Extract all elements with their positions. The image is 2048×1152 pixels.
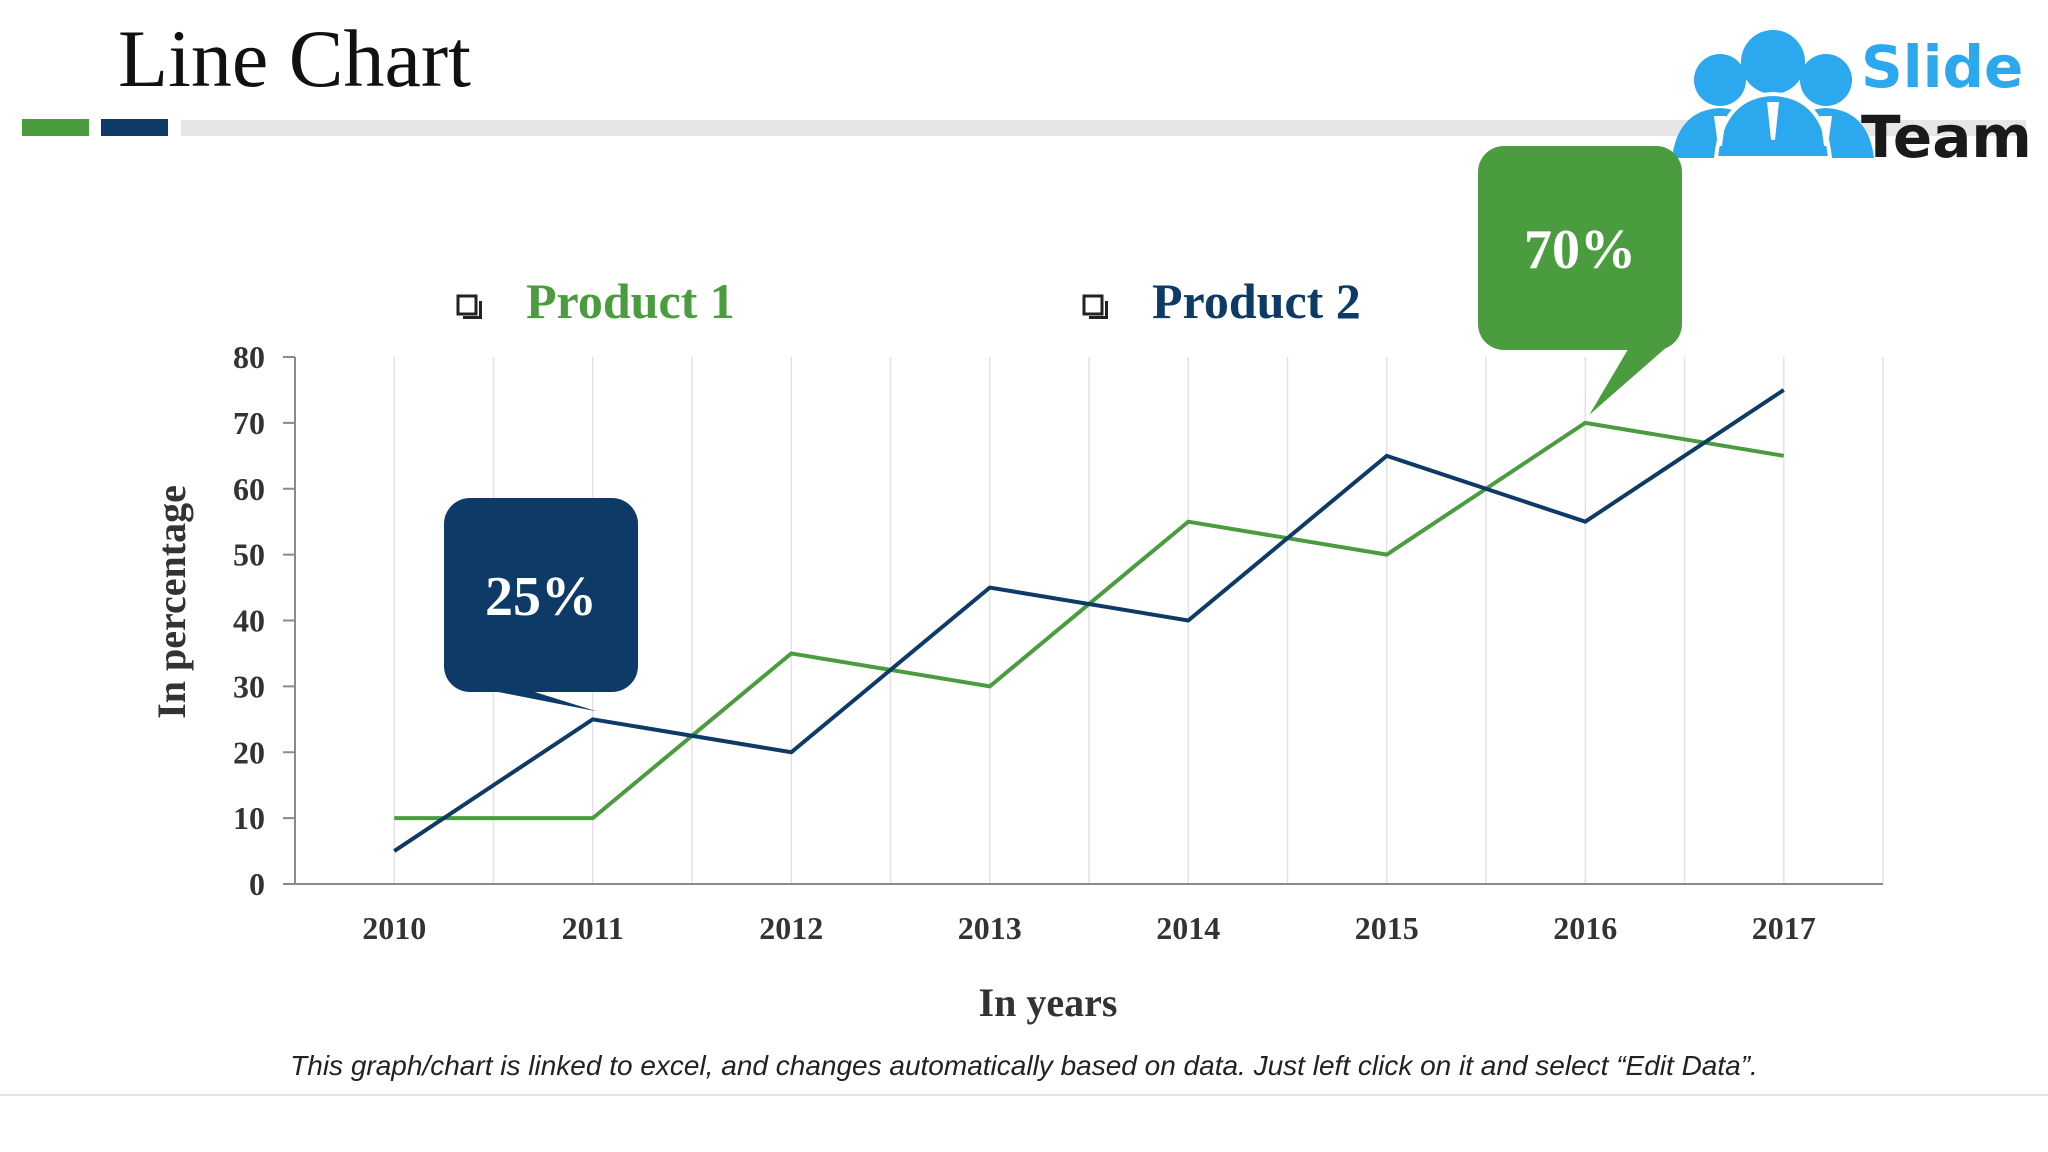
chart-series — [393, 388, 1785, 853]
accent-bar-green — [22, 119, 89, 136]
y-tick-label: 20 — [233, 734, 265, 770]
y-tick-label: 70 — [233, 405, 265, 441]
series-line-product-2 — [393, 388, 1785, 853]
legend-marker-product-2 — [1082, 294, 1104, 316]
callout-box — [444, 498, 638, 692]
x-axis-title: In years — [979, 980, 1118, 1025]
y-tick-label: 30 — [233, 668, 265, 704]
x-tick-label: 2010 — [362, 910, 426, 946]
legend-marker-shadow — [479, 301, 482, 319]
legend-marker-shadow — [1089, 316, 1107, 319]
accent-bar-blue — [101, 119, 168, 136]
footer-divider — [0, 1094, 2048, 1096]
logo-text-team: Team — [1861, 103, 2032, 171]
footnote: This graph/chart is linked to excel, and… — [290, 1050, 1758, 1081]
legend-label-product-2: Product 2 — [1152, 273, 1361, 329]
callout-pointer — [1589, 346, 1668, 415]
team-people-icon — [1672, 30, 1874, 160]
y-tick-label: 80 — [233, 339, 265, 375]
legend-marker-shadow — [1105, 301, 1108, 319]
y-axis-title: In percentage — [149, 485, 194, 719]
callout-label: 70% — [1524, 219, 1636, 281]
logo-text-slide: Slide — [1861, 33, 2024, 101]
slide-title: Line Chart — [118, 13, 471, 104]
x-tick-label: 2013 — [958, 910, 1022, 946]
chart-annotations: 70% 25% — [444, 146, 1682, 712]
x-tick-label: 2016 — [1553, 910, 1617, 946]
x-tick-label: 2015 — [1355, 910, 1419, 946]
callout-label: 25% — [485, 566, 597, 628]
legend-marker-product-1 — [456, 294, 478, 316]
y-tick-label: 10 — [233, 800, 265, 836]
callout-pointer — [478, 688, 597, 712]
header-divider — [181, 120, 2026, 136]
x-tick-labels: 2010 2011 2012 2013 2014 2015 2016 2017 — [362, 910, 1816, 946]
x-tick-label: 2017 — [1752, 910, 1816, 946]
y-tick-label: 50 — [233, 537, 265, 573]
x-tick-label: 2012 — [759, 910, 823, 946]
y-tick-label: 40 — [233, 603, 265, 639]
y-tick-label: 60 — [233, 471, 265, 507]
y-tick-labels: 0 10 20 30 40 50 60 70 80 — [233, 339, 295, 902]
x-tick-label: 2011 — [562, 910, 624, 946]
chart-legend: Product 1 Product 2 — [456, 273, 1361, 329]
y-tick-label: 0 — [249, 866, 265, 902]
x-tick-label: 2014 — [1156, 910, 1220, 946]
legend-label-product-1: Product 1 — [526, 273, 735, 329]
legend-marker-shadow — [463, 316, 481, 319]
callout-box — [1478, 146, 1682, 350]
